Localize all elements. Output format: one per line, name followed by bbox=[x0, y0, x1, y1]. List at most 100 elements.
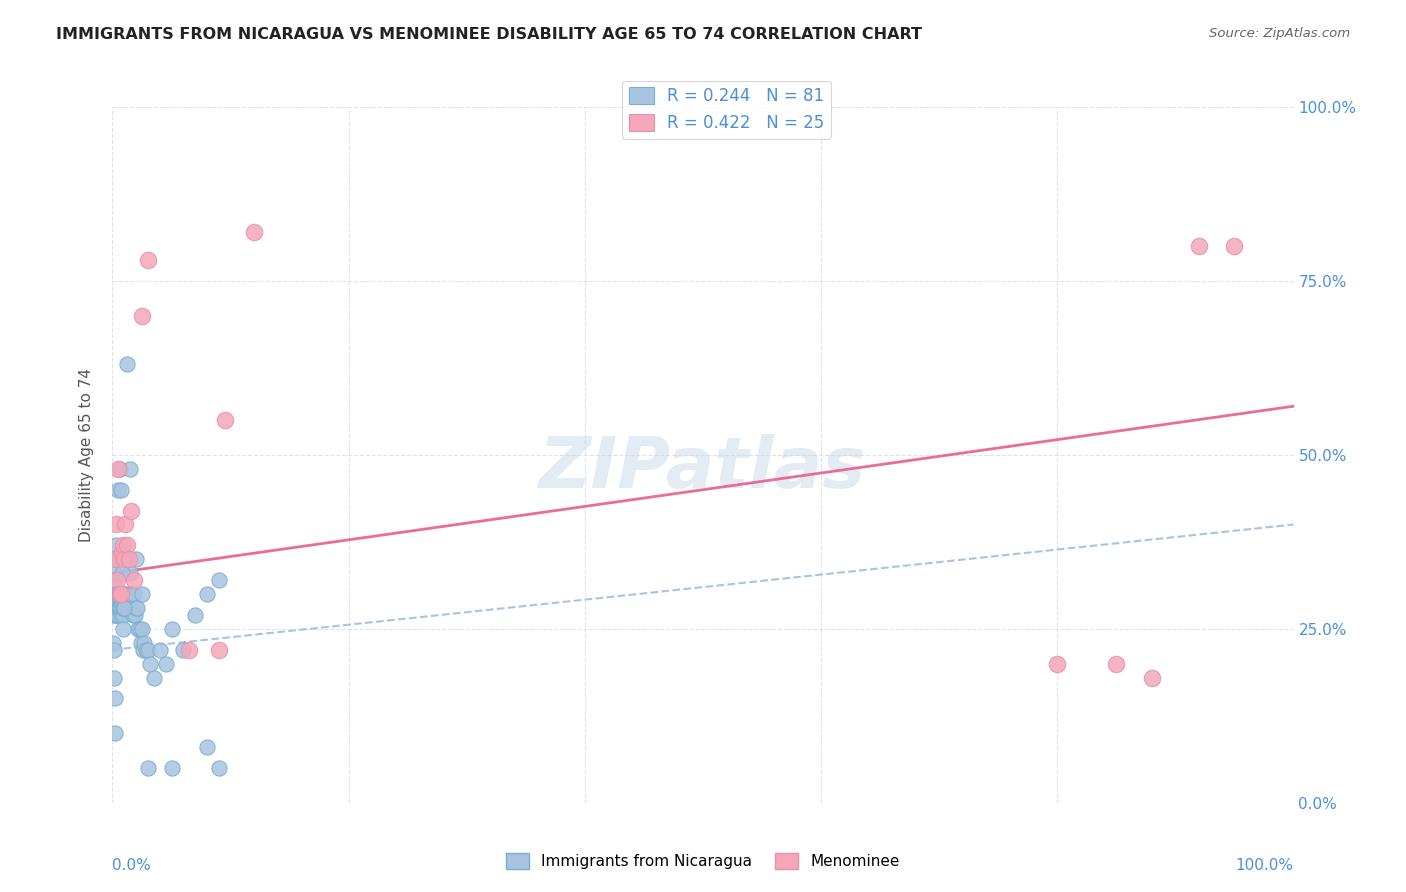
blue bbox=[105, 587, 128, 601]
blue bbox=[104, 601, 127, 615]
blue bbox=[110, 601, 132, 615]
pink bbox=[1105, 657, 1128, 671]
blue bbox=[131, 622, 153, 636]
blue bbox=[208, 761, 231, 775]
Text: IMMIGRANTS FROM NICARAGUA VS MENOMINEE DISABILITY AGE 65 TO 74 CORRELATION CHART: IMMIGRANTS FROM NICARAGUA VS MENOMINEE D… bbox=[56, 27, 922, 42]
blue bbox=[134, 636, 156, 650]
blue bbox=[120, 587, 142, 601]
blue bbox=[132, 642, 155, 657]
blue bbox=[110, 483, 132, 497]
blue bbox=[107, 587, 129, 601]
Legend: Immigrants from Nicaragua, Menominee: Immigrants from Nicaragua, Menominee bbox=[501, 847, 905, 875]
blue bbox=[105, 601, 128, 615]
blue bbox=[103, 573, 125, 587]
blue bbox=[112, 601, 135, 615]
pink bbox=[243, 225, 266, 239]
pink bbox=[118, 552, 141, 566]
blue bbox=[160, 622, 183, 636]
blue bbox=[118, 587, 141, 601]
blue bbox=[104, 601, 127, 615]
blue bbox=[155, 657, 177, 671]
pink bbox=[110, 587, 132, 601]
pink bbox=[1223, 239, 1246, 253]
pink bbox=[105, 573, 128, 587]
blue bbox=[112, 587, 135, 601]
Text: 0.0%: 0.0% bbox=[112, 858, 152, 873]
blue bbox=[108, 601, 131, 615]
blue bbox=[160, 761, 183, 775]
pink bbox=[115, 538, 138, 552]
blue bbox=[110, 587, 132, 601]
blue bbox=[104, 726, 127, 740]
pink bbox=[122, 573, 145, 587]
blue bbox=[103, 566, 125, 581]
pink bbox=[1188, 239, 1211, 253]
blue bbox=[115, 358, 138, 372]
blue bbox=[103, 601, 125, 615]
blue bbox=[104, 552, 127, 566]
blue bbox=[135, 642, 157, 657]
blue bbox=[127, 622, 149, 636]
pink bbox=[120, 503, 142, 517]
Text: ZIPatlas: ZIPatlas bbox=[540, 434, 866, 503]
Y-axis label: Disability Age 65 to 74: Disability Age 65 to 74 bbox=[79, 368, 94, 542]
blue bbox=[105, 587, 128, 601]
blue bbox=[103, 642, 125, 657]
pink bbox=[136, 253, 159, 268]
pink bbox=[208, 642, 231, 657]
blue bbox=[184, 607, 207, 622]
Text: 100.0%: 100.0% bbox=[1236, 858, 1294, 873]
blue bbox=[110, 607, 132, 622]
blue bbox=[107, 483, 129, 497]
blue bbox=[142, 671, 165, 685]
blue bbox=[108, 601, 131, 615]
blue bbox=[111, 607, 134, 622]
blue bbox=[128, 622, 150, 636]
pink bbox=[1140, 671, 1163, 685]
blue bbox=[112, 601, 135, 615]
blue bbox=[136, 642, 159, 657]
pink bbox=[105, 517, 128, 532]
blue bbox=[172, 642, 194, 657]
blue bbox=[208, 573, 231, 587]
blue bbox=[112, 601, 135, 615]
blue bbox=[195, 587, 218, 601]
blue bbox=[122, 587, 145, 601]
pink bbox=[112, 538, 135, 552]
blue bbox=[104, 587, 127, 601]
pink bbox=[111, 545, 134, 559]
pink bbox=[179, 642, 201, 657]
blue bbox=[125, 552, 148, 566]
blue bbox=[115, 601, 138, 615]
pink bbox=[114, 517, 136, 532]
blue bbox=[101, 587, 124, 601]
blue bbox=[105, 601, 128, 615]
blue bbox=[125, 601, 148, 615]
blue bbox=[103, 587, 125, 601]
pink bbox=[107, 462, 129, 476]
blue bbox=[108, 587, 131, 601]
pink bbox=[214, 413, 236, 427]
Legend: R = 0.244   N = 81, R = 0.422   N = 25: R = 0.244 N = 81, R = 0.422 N = 25 bbox=[623, 80, 831, 138]
pink bbox=[112, 552, 135, 566]
blue bbox=[120, 566, 142, 581]
blue bbox=[104, 691, 127, 706]
blue bbox=[108, 462, 131, 476]
blue bbox=[104, 607, 127, 622]
blue bbox=[121, 607, 143, 622]
blue bbox=[139, 657, 162, 671]
blue bbox=[112, 622, 135, 636]
blue bbox=[117, 594, 139, 608]
Text: Source: ZipAtlas.com: Source: ZipAtlas.com bbox=[1209, 27, 1350, 40]
blue bbox=[129, 636, 152, 650]
pink bbox=[108, 587, 131, 601]
pink bbox=[1046, 657, 1069, 671]
blue bbox=[131, 587, 153, 601]
blue bbox=[107, 607, 129, 622]
blue bbox=[105, 607, 128, 622]
blue bbox=[105, 538, 128, 552]
pink bbox=[104, 552, 127, 566]
blue bbox=[105, 594, 128, 608]
pink bbox=[131, 309, 153, 323]
blue bbox=[111, 566, 134, 581]
